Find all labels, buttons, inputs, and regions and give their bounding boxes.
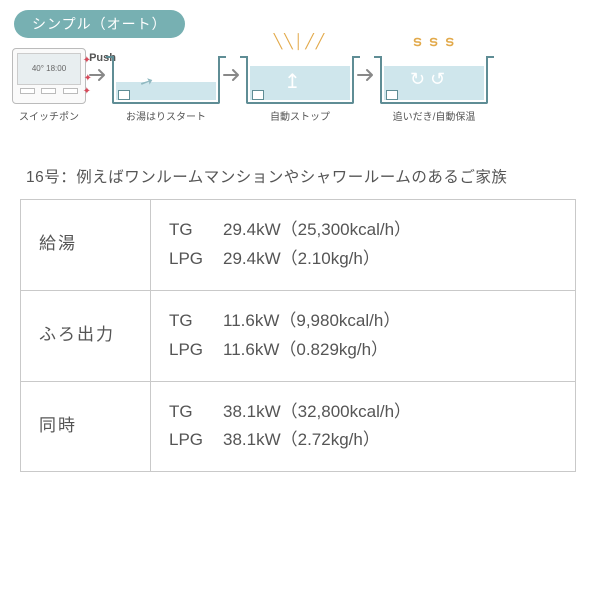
flow-step-autostop: ╲╲│╱╱ ↥ 自動ストップ (246, 48, 354, 123)
fuel-code: TG (169, 307, 223, 336)
spec-row-body: TG38.1kW（32,800kcal/h）LPG38.1kW（2.72kg/h… (151, 381, 576, 472)
mode-badge: シンプル（オート） (14, 10, 185, 38)
remote-icon: ✦ ✦ ✦ 40° 18:00 (12, 48, 86, 104)
fuel-value: 11.6kW（9,980kcal/h） (223, 307, 400, 336)
flow-caption-reheat: 追いだき/自動保温 (393, 108, 476, 123)
flow-caption-remote: スイッチポン (19, 108, 79, 123)
bathtub-full-icon: ╲╲│╱╱ ↥ (246, 48, 354, 104)
fuel-code: LPG (169, 336, 223, 365)
fuel-code: LPG (169, 426, 223, 455)
fuel-value: 29.4kW（25,300kcal/h） (223, 216, 411, 245)
remote-display: 40° 18:00 (32, 65, 66, 73)
bathtub-filling-icon: ➙ (112, 48, 220, 104)
arrow-icon (222, 68, 244, 87)
spec-row-body: TG29.4kW（25,300kcal/h）LPG29.4kW（2.10kg/h… (151, 200, 576, 291)
fuel-code: TG (169, 216, 223, 245)
fuel-value: 38.1kW（2.72kg/h） (223, 426, 380, 455)
fuel-value: 11.6kW（0.829kg/h） (223, 336, 388, 365)
fuel-code: TG (169, 398, 223, 427)
fuel-code: LPG (169, 245, 223, 274)
flow-step-fill: ➙ お湯はりスタート (112, 48, 220, 123)
spec-row-body: TG11.6kW（9,980kcal/h）LPG11.6kW（0.829kg/h… (151, 290, 576, 381)
arrow-icon (356, 68, 378, 87)
flow-step-remote: Push ✦ ✦ ✦ 40° 18:00 スイッチポン (12, 48, 86, 123)
flow-step-reheat: ട ട ട ↻ ↺ 追いだき/自動保温 (380, 48, 488, 123)
sun-rays-icon: ╲╲│╱╱ (246, 34, 354, 48)
spec-row-head: 給湯 (21, 200, 151, 291)
bathtub-reheat-icon: ട ട ട ↻ ↺ (380, 48, 488, 104)
spec-row-head: 同時 (21, 381, 151, 472)
spec-row-head: ふろ出力 (21, 290, 151, 381)
flow-strip: Push ✦ ✦ ✦ 40° 18:00 スイッチポン ➙ お湯はりスタート ╲… (0, 44, 600, 137)
table-subtitle: 16号：例えばワンルームマンションやシャワールームのあるご家族 (26, 165, 600, 187)
flow-caption-stop: 自動ストップ (270, 108, 330, 123)
fuel-value: 29.4kW（2.10kg/h） (223, 245, 380, 274)
spec-table: 給湯TG29.4kW（25,300kcal/h）LPG29.4kW（2.10kg… (20, 199, 576, 472)
flow-caption-fill: お湯はりスタート (126, 108, 206, 123)
fuel-value: 38.1kW（32,800kcal/h） (223, 398, 411, 427)
steam-icon: ട ട ട (380, 34, 488, 48)
